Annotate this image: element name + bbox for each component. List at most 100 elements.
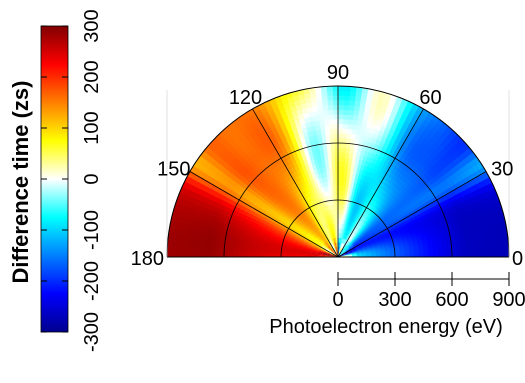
heatmap-cell bbox=[341, 243, 344, 249]
heatmap-cell bbox=[331, 238, 335, 244]
heatmap-cell bbox=[319, 211, 324, 218]
heatmap-cell bbox=[373, 242, 380, 246]
heatmap-cell bbox=[442, 252, 448, 257]
heatmap-cell bbox=[325, 142, 331, 149]
heatmap-cell bbox=[352, 222, 357, 228]
heatmap-cell bbox=[465, 242, 472, 249]
angle-tick-label: 180 bbox=[131, 248, 164, 270]
heatmap-cell bbox=[418, 250, 425, 255]
heatmap-cell bbox=[343, 238, 347, 245]
heatmap-cell bbox=[494, 250, 501, 257]
heatmap-cell bbox=[349, 133, 356, 140]
heatmap-cell bbox=[361, 230, 367, 235]
heatmap-cell bbox=[331, 233, 334, 239]
heatmap-cell bbox=[394, 229, 401, 235]
heatmap-cell bbox=[329, 209, 333, 215]
heatmap-cell bbox=[313, 232, 319, 238]
heatmap-cell bbox=[352, 234, 357, 239]
heatmap-cell bbox=[331, 170, 336, 177]
heatmap-cell bbox=[357, 232, 363, 238]
heatmap-cell bbox=[333, 142, 339, 148]
heatmap-cell bbox=[409, 254, 415, 257]
heatmap-cell bbox=[323, 242, 329, 248]
heatmap-cell bbox=[351, 239, 356, 244]
heatmap-cell bbox=[329, 244, 333, 250]
heatmap-cell bbox=[451, 252, 458, 257]
heatmap-cell bbox=[322, 210, 327, 217]
heatmap-cell bbox=[349, 220, 353, 227]
heatmap-cell bbox=[312, 193, 318, 200]
heatmap-cell bbox=[333, 237, 336, 244]
heatmap-cell bbox=[356, 251, 362, 254]
heatmap-cell bbox=[368, 241, 374, 245]
heatmap-cell bbox=[399, 229, 406, 235]
heatmap-cell bbox=[326, 240, 331, 246]
heatmap-cell bbox=[461, 247, 467, 254]
heatmap-cell bbox=[368, 216, 374, 222]
heatmap-cell bbox=[332, 113, 339, 120]
heatmap-cell bbox=[329, 142, 335, 149]
heatmap-cell bbox=[374, 232, 381, 238]
heatmap-cell bbox=[340, 242, 343, 248]
heatmap-cell bbox=[294, 210, 301, 217]
heatmap-cell bbox=[318, 212, 323, 219]
heatmap-cell bbox=[406, 221, 413, 227]
heatmap-cell bbox=[298, 201, 304, 208]
heatmap-cell bbox=[345, 248, 351, 252]
heatmap-cell bbox=[335, 237, 337, 243]
heatmap-cell bbox=[301, 205, 307, 212]
heatmap-cell bbox=[358, 233, 364, 239]
heatmap-cell bbox=[337, 128, 344, 134]
heatmap-cell bbox=[446, 244, 453, 250]
heatmap-cell bbox=[312, 199, 317, 206]
heatmap-cell bbox=[341, 233, 344, 239]
heatmap-cell bbox=[317, 229, 322, 235]
heatmap-cell bbox=[350, 248, 357, 252]
heatmap-cell bbox=[328, 128, 335, 134]
heatmap-cell bbox=[381, 235, 388, 240]
heatmap-cell bbox=[391, 223, 398, 229]
heatmap-cell bbox=[451, 244, 458, 250]
heatmap-cell bbox=[343, 161, 349, 168]
heatmap-cell bbox=[335, 232, 337, 239]
heatmap-cell bbox=[347, 230, 351, 236]
heatmap-cell bbox=[348, 147, 354, 154]
heatmap-cell bbox=[389, 231, 396, 236]
heatmap-cell bbox=[451, 248, 458, 254]
heatmap-cell bbox=[334, 242, 337, 248]
heatmap-cell bbox=[360, 247, 366, 251]
heatmap-cell bbox=[369, 243, 375, 247]
heatmap-cell bbox=[359, 227, 364, 233]
heatmap-cell bbox=[331, 90, 339, 96]
heatmap-cell bbox=[351, 250, 357, 254]
heatmap-cell bbox=[313, 220, 318, 226]
heatmap-cell bbox=[379, 245, 386, 249]
heatmap-cell bbox=[347, 114, 354, 121]
heatmap-cell bbox=[351, 233, 357, 239]
heatmap-cell bbox=[355, 224, 360, 230]
heatmap-cell bbox=[337, 194, 341, 201]
heatmap-cell bbox=[351, 119, 358, 126]
heatmap-cell bbox=[318, 197, 323, 203]
heatmap-cell bbox=[342, 180, 347, 187]
heatmap-cell bbox=[306, 196, 312, 203]
heatmap-cell bbox=[366, 252, 372, 255]
heatmap-cell bbox=[367, 238, 373, 243]
heatmap-cell bbox=[348, 243, 354, 248]
heatmap-cell bbox=[352, 241, 358, 246]
heatmap-cell bbox=[296, 209, 302, 215]
heatmap-cell bbox=[318, 222, 323, 229]
heatmap-cell bbox=[338, 246, 340, 253]
colorbar-tick-label: 0 bbox=[81, 173, 103, 184]
heatmap-cell bbox=[368, 182, 374, 189]
heatmap-cell bbox=[341, 249, 345, 254]
heatmap-cell bbox=[308, 200, 314, 207]
heatmap-cell bbox=[345, 247, 351, 252]
heatmap-cell bbox=[332, 123, 339, 129]
heatmap-cell bbox=[343, 244, 347, 250]
heatmap-cell bbox=[369, 224, 375, 230]
heatmap-cell bbox=[331, 99, 339, 106]
heatmap-cell bbox=[377, 227, 383, 232]
heatmap-cell bbox=[368, 203, 374, 210]
heatmap-cell bbox=[314, 95, 323, 102]
